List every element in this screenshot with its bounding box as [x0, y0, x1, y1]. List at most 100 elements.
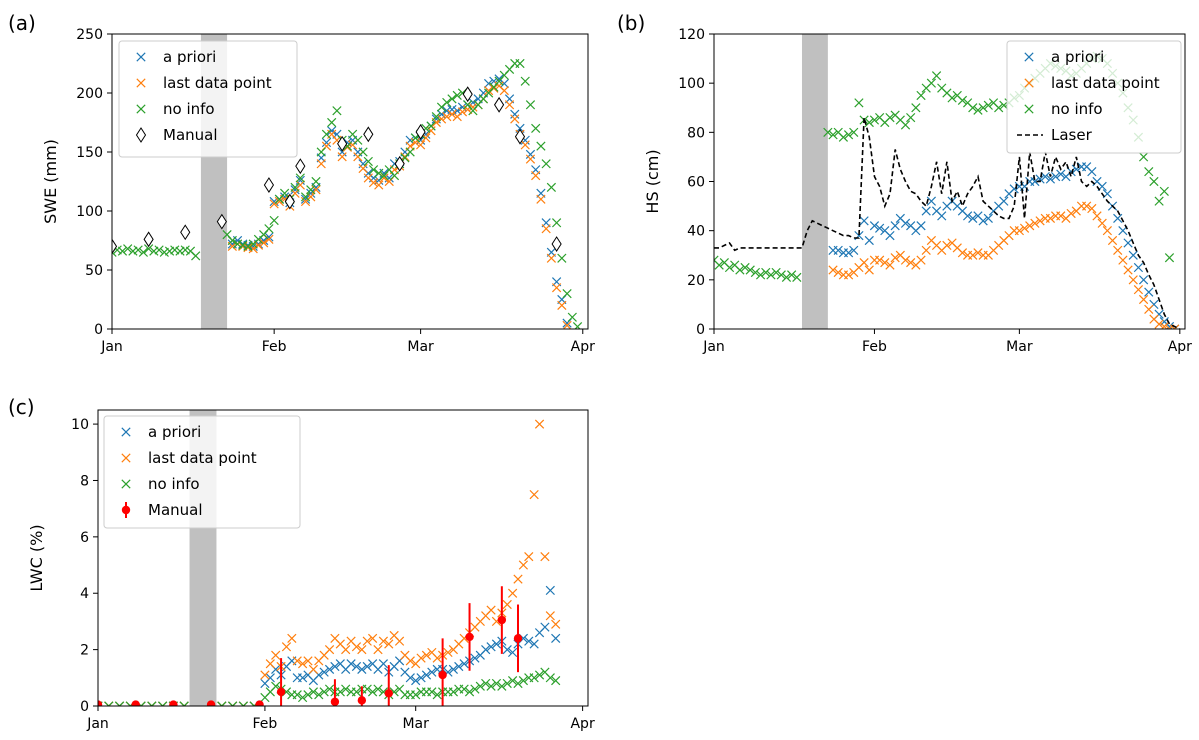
data-point: [362, 661, 372, 672]
data-point: [849, 127, 859, 137]
data-point: [973, 248, 983, 258]
data-point: [1030, 176, 1040, 187]
legend-marker: [1024, 52, 1034, 62]
data-point: [531, 123, 541, 134]
legend-label: Manual: [163, 126, 218, 144]
data-point: [843, 248, 854, 258]
data-point: [123, 244, 133, 254]
data-point: [295, 180, 305, 190]
data-point: [321, 129, 332, 139]
data-point: [303, 690, 313, 700]
legend-frame: [103, 415, 301, 529]
data-point: [1128, 250, 1138, 260]
data-point: [457, 107, 468, 117]
data-point: [394, 636, 405, 646]
data-point: [486, 681, 496, 691]
data-point: [572, 322, 583, 329]
data-point: [1123, 265, 1133, 275]
data-point: [459, 659, 469, 669]
legend-marker: [136, 104, 146, 114]
data-point: [875, 255, 885, 265]
data-point: [98, 700, 103, 706]
data-point: [341, 684, 351, 694]
data-point: [916, 90, 926, 101]
data-point: [292, 690, 302, 700]
data-point: [497, 681, 507, 691]
data-point: [217, 701, 227, 706]
data-point: [536, 141, 546, 151]
data-point: [314, 690, 324, 700]
data-point: [319, 687, 329, 697]
data-point: [1144, 167, 1154, 177]
data-point: [306, 185, 316, 195]
data-point: [378, 659, 389, 669]
data-point: [520, 76, 530, 86]
legend-label: no info: [1051, 100, 1103, 118]
data-point: [978, 216, 988, 226]
data-point: [384, 689, 393, 698]
data-point: [551, 218, 562, 228]
data-point: [968, 250, 978, 260]
data-point: [337, 135, 348, 152]
data-point: [518, 676, 529, 686]
data-point: [755, 270, 766, 280]
data-point: [415, 140, 426, 150]
legend-item: Manual: [121, 501, 203, 519]
data-point: [1025, 221, 1035, 231]
data-point: [362, 684, 372, 694]
data-point: [432, 653, 442, 663]
data-point: [1159, 321, 1169, 329]
data-point: [427, 687, 437, 697]
data-point: [792, 272, 802, 282]
data-point: [448, 664, 459, 674]
data-point: [968, 103, 978, 113]
data-point: [510, 114, 520, 124]
data-point: [1144, 287, 1154, 297]
data-point: [1019, 223, 1030, 233]
legend-item: last data point: [1024, 74, 1160, 92]
data-point: [351, 642, 362, 652]
data-point: [362, 636, 372, 646]
data-point: [295, 175, 305, 185]
legend-label: last data point: [163, 74, 272, 92]
data-point: [157, 701, 168, 706]
y-tick-label: 40: [687, 224, 705, 240]
data-point: [1102, 226, 1112, 236]
data-point: [1066, 167, 1076, 177]
data-point: [324, 684, 335, 694]
data-point: [1138, 294, 1149, 305]
data-point: [921, 245, 931, 255]
y-tick-label: 50: [85, 263, 103, 279]
data-point: [357, 644, 367, 655]
y-tick-label: 60: [687, 175, 705, 191]
data-point: [849, 245, 859, 255]
data-point: [557, 300, 567, 311]
data-point: [978, 103, 988, 113]
plot-area: [98, 419, 561, 706]
data-point: [276, 687, 286, 697]
data-point: [1138, 152, 1149, 162]
data-point: [465, 632, 474, 642]
data-point: [436, 109, 447, 119]
data-point: [890, 253, 900, 263]
data-point: [295, 158, 306, 175]
data-point: [864, 117, 874, 128]
data-point: [292, 656, 302, 666]
data-point: [442, 97, 452, 108]
data-point: [529, 639, 539, 649]
data-point: [290, 182, 300, 193]
data-point: [462, 86, 473, 103]
data-point: [1149, 176, 1159, 187]
data-point: [947, 93, 957, 103]
data-point: [823, 127, 833, 137]
data-point: [926, 78, 937, 88]
data-point: [531, 170, 541, 181]
panel-a: 0 50 100 150 200 250 Jan Feb Mar Apr SWE (mm) (a) a …: [8, 11, 595, 355]
series-manual: [112, 86, 562, 255]
legend-item: a priori: [121, 423, 201, 441]
data-point: [147, 701, 157, 706]
legend-marker: [121, 427, 131, 437]
data-point: [169, 700, 178, 706]
data-point: [1050, 171, 1061, 182]
data-point: [1014, 226, 1024, 236]
